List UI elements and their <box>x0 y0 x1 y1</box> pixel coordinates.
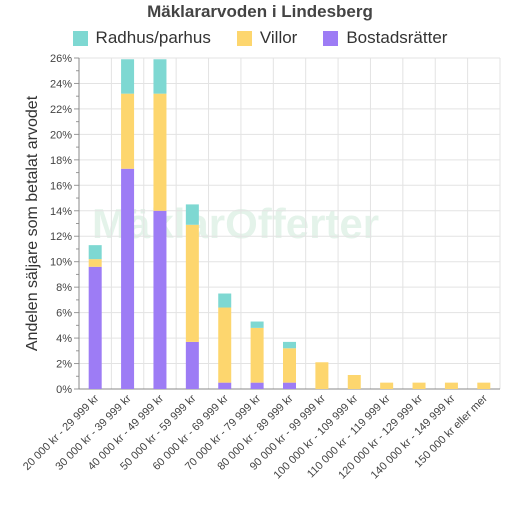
bar-villor-9 <box>380 382 394 389</box>
bar-radhusparhus-0 <box>88 245 102 260</box>
y-tick-label: 24% <box>50 78 72 90</box>
y-tick-label: 14% <box>50 206 72 218</box>
bar-bostadsrtter-3 <box>185 341 199 389</box>
y-axis-label: Andelen säljare som betalat arvodet <box>24 95 41 351</box>
legend-swatch-radhus <box>72 30 88 46</box>
bar-villor-4 <box>218 307 232 383</box>
y-tick-label: 20% <box>50 129 72 141</box>
bar-villor-10 <box>412 382 426 389</box>
bar-villor-0 <box>88 259 102 267</box>
bar-villor-7 <box>315 362 329 389</box>
legend-swatch-bostadsratter <box>323 30 339 46</box>
legend-swatch-villor <box>236 30 252 46</box>
bar-villor-11 <box>444 382 458 389</box>
y-tick-label: 8% <box>56 282 72 294</box>
legend: Radhus/parhus Villor Bostadsrätter <box>0 28 520 48</box>
bar-villor-6 <box>283 348 296 383</box>
legend-label-radhus: Radhus/parhus <box>95 28 211 47</box>
legend-item-bostadsratter[interactable]: Bostadsrätter <box>323 28 447 48</box>
legend-label-bostadsratter: Bostadsrätter <box>346 28 448 47</box>
bar-villor-3 <box>185 224 199 342</box>
legend-item-radhus[interactable]: Radhus/parhus <box>72 28 211 48</box>
legend-item-villor[interactable]: Villor <box>236 28 298 48</box>
bar-bostadsrtter-5 <box>250 382 264 389</box>
y-tick-label: 18% <box>50 155 72 167</box>
bar-villor-1 <box>121 93 135 169</box>
bar-villor-8 <box>347 374 361 389</box>
bar-bostadsrtter-1 <box>121 168 135 389</box>
bar-villor-5 <box>250 327 264 383</box>
bar-villor-2 <box>153 93 167 211</box>
bar-radhusparhus-2 <box>153 59 167 94</box>
y-tick-label: 2% <box>56 359 72 371</box>
bar-bostadsrtter-0 <box>88 266 102 389</box>
y-tick-label: 12% <box>50 231 72 243</box>
bar-radhusparhus-4 <box>218 293 232 308</box>
bar-radhusparhus-6 <box>283 341 296 349</box>
bar-bostadsrtter-2 <box>153 210 167 389</box>
y-tick-label: 16% <box>50 180 72 192</box>
y-tick-label: 10% <box>50 257 72 269</box>
y-tick-label: 22% <box>50 104 72 116</box>
bar-bostadsrtter-4 <box>218 382 232 389</box>
y-tick-label: 0% <box>56 384 72 396</box>
bar-radhusparhus-3 <box>185 204 199 225</box>
y-tick-label: 26% <box>50 53 72 65</box>
bar-radhusparhus-1 <box>121 59 135 94</box>
y-tick-label: 4% <box>56 333 72 345</box>
bar-radhusparhus-5 <box>250 321 264 328</box>
chart-title: Mäklararvoden i Lindesberg <box>147 2 373 21</box>
legend-label-villor: Villor <box>259 28 298 47</box>
bar-villor-12 <box>477 382 491 389</box>
bar-bostadsrtter-6 <box>283 382 296 389</box>
y-tick-label: 6% <box>56 308 72 320</box>
